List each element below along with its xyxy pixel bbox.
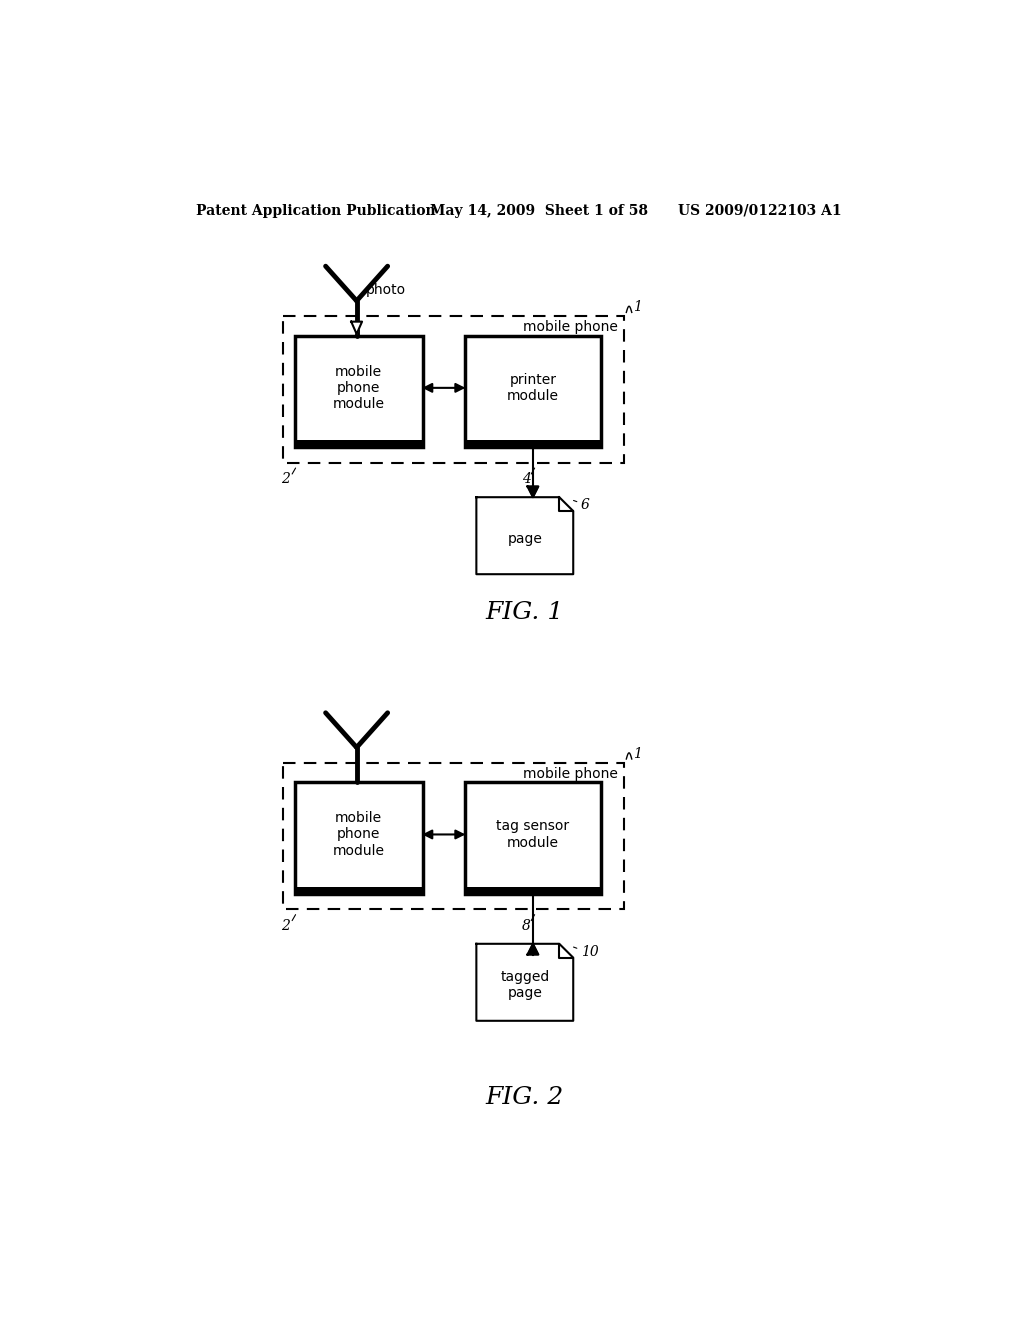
Polygon shape — [476, 944, 573, 1020]
Text: 1: 1 — [633, 747, 642, 760]
Text: 1: 1 — [633, 300, 642, 314]
Bar — [465, 887, 601, 894]
Text: tagged
page: tagged page — [500, 970, 550, 1001]
Text: mobile phone: mobile phone — [523, 319, 617, 334]
Text: 10: 10 — [581, 945, 599, 958]
Text: tag sensor
module: tag sensor module — [497, 820, 569, 850]
Text: 6: 6 — [581, 498, 590, 512]
Bar — [465, 781, 601, 894]
Text: 4: 4 — [522, 473, 531, 487]
Text: May 14, 2009  Sheet 1 of 58: May 14, 2009 Sheet 1 of 58 — [430, 203, 648, 218]
Bar — [295, 781, 423, 894]
Bar — [283, 763, 624, 909]
Text: FIG. 2: FIG. 2 — [485, 1086, 564, 1109]
Text: 2: 2 — [282, 919, 291, 933]
Text: US 2009/0122103 A1: US 2009/0122103 A1 — [678, 203, 842, 218]
Bar — [295, 441, 423, 447]
Polygon shape — [527, 487, 539, 498]
Text: FIG. 1: FIG. 1 — [485, 601, 564, 624]
Bar — [283, 317, 624, 462]
Text: mobile phone: mobile phone — [523, 767, 617, 780]
Bar — [295, 887, 423, 894]
Text: printer
module: printer module — [507, 372, 559, 403]
Bar — [465, 335, 601, 447]
Text: page: page — [507, 532, 543, 545]
Bar — [465, 441, 601, 447]
Text: mobile
phone
module: mobile phone module — [333, 812, 385, 858]
Polygon shape — [476, 498, 573, 574]
Polygon shape — [527, 944, 539, 954]
Text: mobile
phone
module: mobile phone module — [333, 364, 385, 411]
Polygon shape — [351, 322, 362, 334]
Text: Patent Application Publication: Patent Application Publication — [197, 203, 436, 218]
Text: 2: 2 — [282, 473, 291, 487]
Text: photo: photo — [366, 282, 407, 297]
Bar — [295, 335, 423, 447]
Text: 8: 8 — [522, 919, 531, 933]
